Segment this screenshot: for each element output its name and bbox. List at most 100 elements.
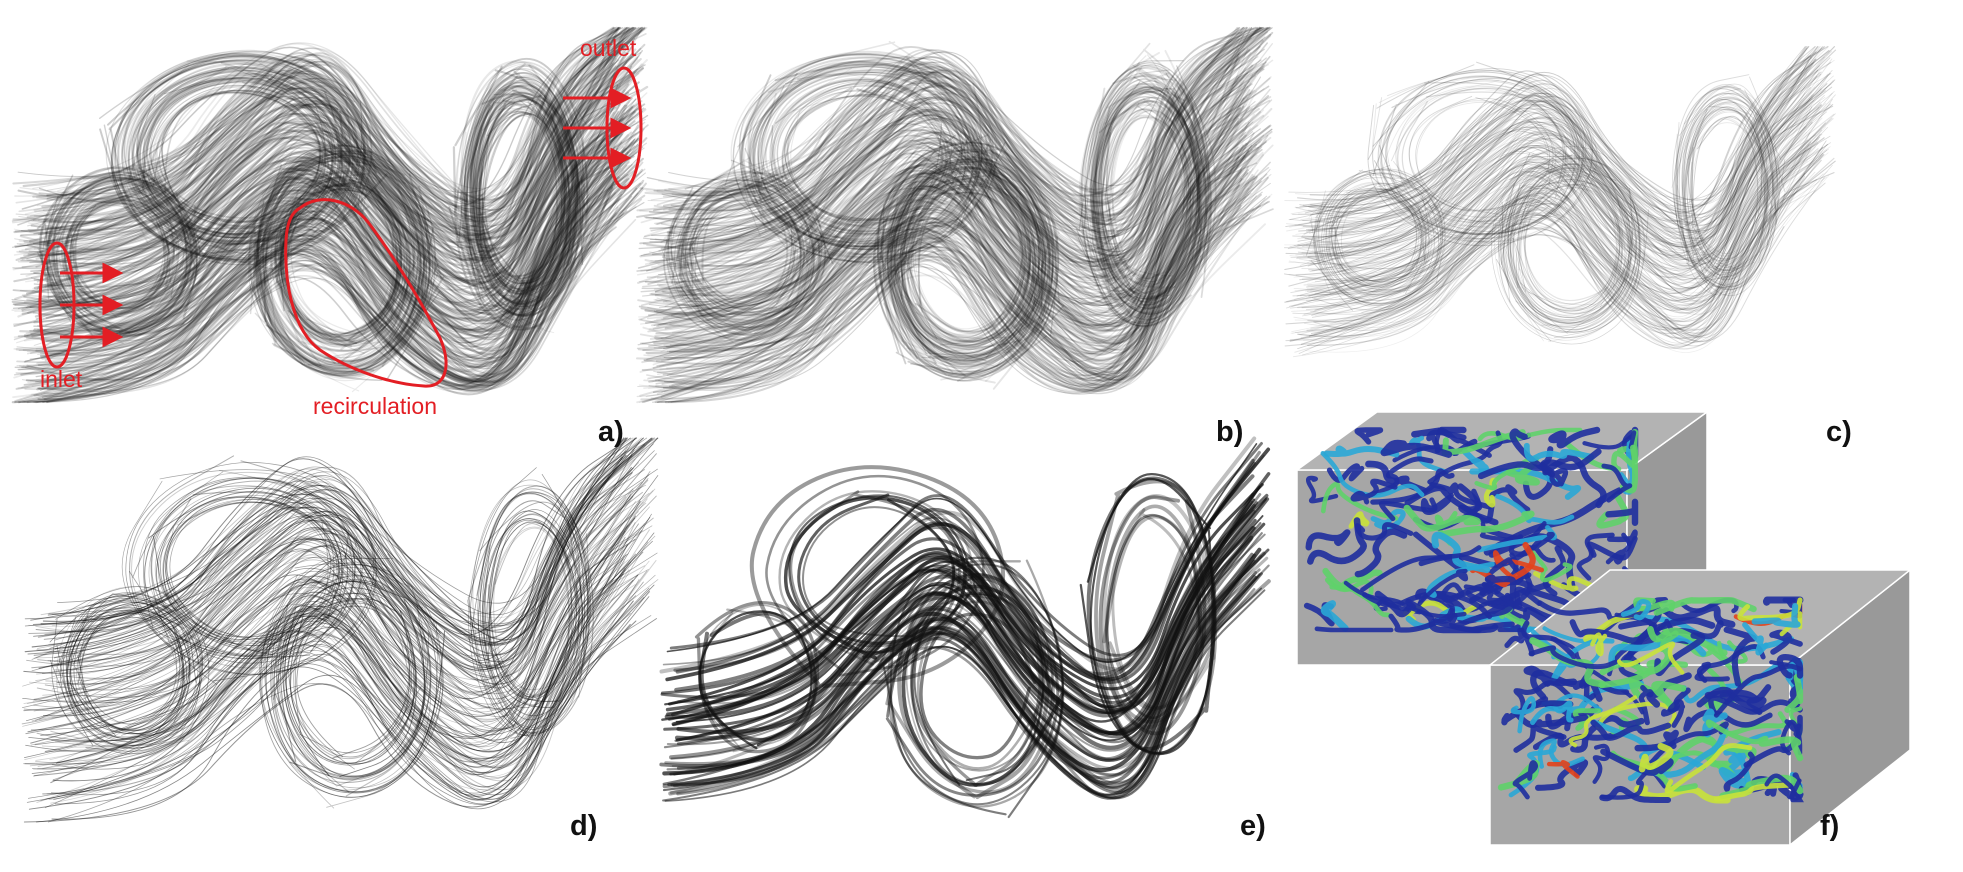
- streamline: [31, 438, 653, 648]
- streamline: [1599, 785, 1672, 804]
- streamline: [1292, 142, 1831, 322]
- streamline: [55, 496, 627, 716]
- streamline: [1690, 106, 1768, 268]
- streamline: [639, 151, 1264, 373]
- streamline: [13, 67, 644, 283]
- streamline: [1289, 102, 1827, 277]
- streamline: [684, 183, 817, 324]
- streamline: [38, 444, 645, 669]
- streamline: [32, 437, 627, 645]
- streamline: [32, 26, 622, 201]
- streamline: [12, 42, 626, 270]
- streamline: [1507, 157, 1631, 322]
- streamline: [42, 137, 639, 350]
- streamline: [1302, 58, 1816, 247]
- streamline: [662, 26, 1271, 216]
- streamline: [29, 64, 646, 264]
- streamline: [1299, 46, 1819, 226]
- streamline: [654, 114, 1265, 337]
- streamline: [784, 95, 943, 224]
- streamline: [1307, 105, 1834, 275]
- streamline: [669, 27, 1273, 235]
- streamline: [37, 178, 187, 329]
- streamline: [30, 515, 637, 744]
- streamline: [284, 189, 396, 334]
- streamline: [1298, 177, 1825, 354]
- streamline: [21, 27, 621, 216]
- streamline: [1681, 103, 1766, 276]
- streamline: [37, 128, 645, 347]
- streamline: [1328, 187, 1427, 291]
- streamline: [739, 50, 994, 264]
- streamline: [1388, 607, 1454, 633]
- streamline: [650, 27, 1262, 232]
- streamline: [1682, 99, 1769, 271]
- streamline: [636, 59, 1274, 276]
- streamline: [743, 57, 988, 262]
- streamline: [669, 128, 1273, 339]
- streamline: [55, 522, 636, 759]
- streamline: [1503, 160, 1648, 333]
- streamline: [14, 42, 637, 270]
- streamline: [260, 555, 444, 809]
- streamline: [656, 27, 1244, 206]
- streamline: [12, 103, 646, 306]
- streamline: [650, 27, 1255, 216]
- streamline: [1477, 448, 1602, 480]
- streamline: [483, 513, 573, 706]
- streamline: [678, 182, 809, 322]
- streamline: [1675, 92, 1776, 288]
- streamline: [466, 72, 584, 317]
- streamline: [1309, 46, 1829, 229]
- panel-f-3d-boxes: [1294, 410, 1913, 847]
- panel-c-streamlines: [1284, 46, 1837, 358]
- streamline: [56, 523, 645, 763]
- panel-a-annotations: outlet inlet recirculation: [38, 35, 643, 419]
- streamline: [15, 26, 640, 230]
- streamline: [36, 26, 646, 223]
- streamline: [40, 437, 655, 646]
- streamline: [1306, 111, 1808, 303]
- streamline: [28, 620, 637, 810]
- streamline: [759, 71, 969, 244]
- streamline: [659, 169, 1259, 373]
- streamline: [1321, 177, 1435, 296]
- streamline: [146, 79, 335, 237]
- streamline: [1764, 773, 1802, 800]
- streamline: [1505, 456, 1540, 486]
- streamline: [1512, 760, 1539, 800]
- streamline: [1682, 101, 1767, 277]
- streamline: [652, 144, 1274, 366]
- streamline: [656, 26, 1263, 225]
- streamline: [1302, 62, 1813, 214]
- streamline: [657, 26, 1249, 221]
- streamline: [1671, 97, 1771, 280]
- streamline: [652, 88, 1243, 330]
- streamline: [771, 80, 969, 232]
- streamline: [11, 95, 622, 320]
- streamline: [1311, 91, 1812, 268]
- streamline: [22, 148, 632, 359]
- streamline: [647, 198, 1241, 380]
- streamline: [285, 187, 403, 335]
- streamline: [661, 27, 1271, 226]
- streamline: [471, 85, 585, 305]
- streamline: [466, 78, 584, 313]
- streamline: [40, 133, 624, 360]
- streamline: [1094, 78, 1207, 309]
- streamline: [1311, 133, 1821, 311]
- streamline: [901, 584, 1064, 787]
- streamline: [460, 60, 590, 331]
- streamline: [46, 177, 195, 331]
- streamline: [478, 99, 570, 291]
- streamline: [643, 175, 1240, 403]
- streamline: [908, 187, 1029, 335]
- streamline: [17, 27, 642, 194]
- streamline: [698, 608, 816, 741]
- streamline: [1303, 147, 1810, 315]
- streamline: [1634, 729, 1679, 752]
- streamline: [32, 27, 635, 207]
- streamline: [665, 107, 1240, 339]
- streamline: [1501, 163, 1638, 327]
- streamline: [463, 77, 577, 315]
